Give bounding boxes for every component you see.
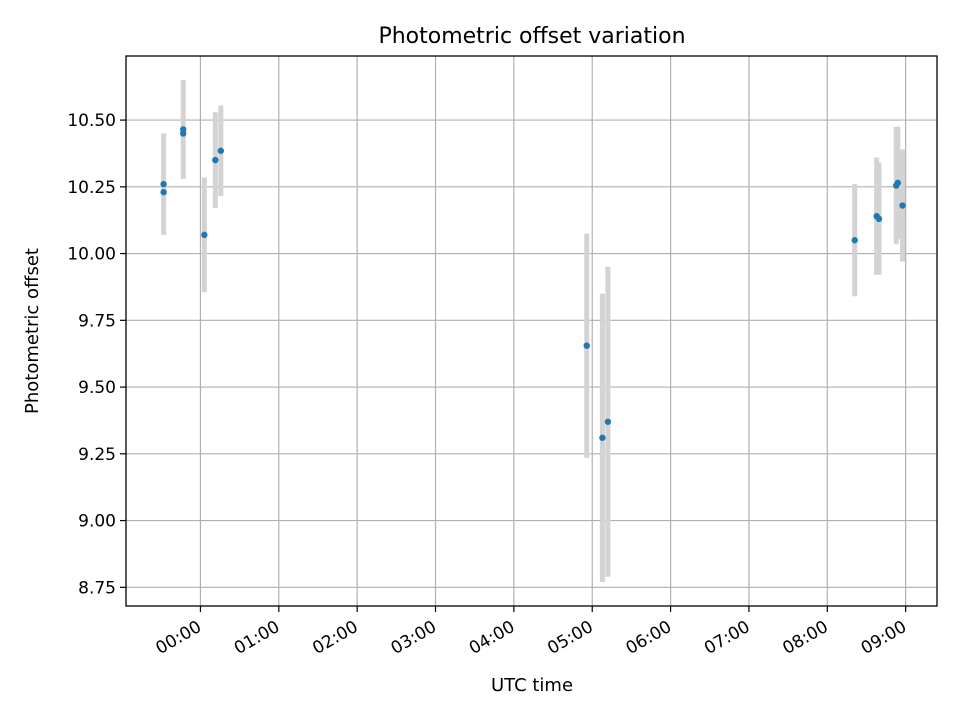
data-point	[160, 180, 167, 188]
data-point	[180, 130, 187, 137]
x-axis-label: UTC time	[491, 675, 573, 696]
y-tick-label: 10.00	[67, 245, 116, 265]
data-point	[160, 188, 167, 196]
chart-title: Photometric offset variation	[378, 24, 685, 49]
plot-frame	[125, 55, 938, 607]
y-tick-label: 9.25	[78, 445, 116, 465]
y-tick-label: 9.00	[78, 512, 116, 532]
y-tick-label: 10.25	[67, 178, 116, 198]
data-point	[894, 179, 902, 187]
grid-lines	[126, 56, 937, 606]
data-point	[875, 215, 883, 223]
data-point	[899, 202, 906, 209]
data-points	[160, 126, 906, 441]
y-tick-label: 8.75	[78, 578, 116, 598]
y-tick-label: 9.50	[78, 378, 116, 398]
data-point	[201, 231, 208, 239]
y-tick-label: 10.50	[67, 111, 116, 131]
data-point	[851, 237, 858, 244]
data-point	[583, 342, 590, 349]
data-point	[604, 418, 612, 425]
y-tick-label: 9.75	[78, 311, 116, 331]
data-point	[599, 434, 606, 441]
data-point	[212, 156, 219, 164]
data-point	[217, 147, 225, 154]
y-axis-label: Photometric offset	[22, 248, 43, 414]
